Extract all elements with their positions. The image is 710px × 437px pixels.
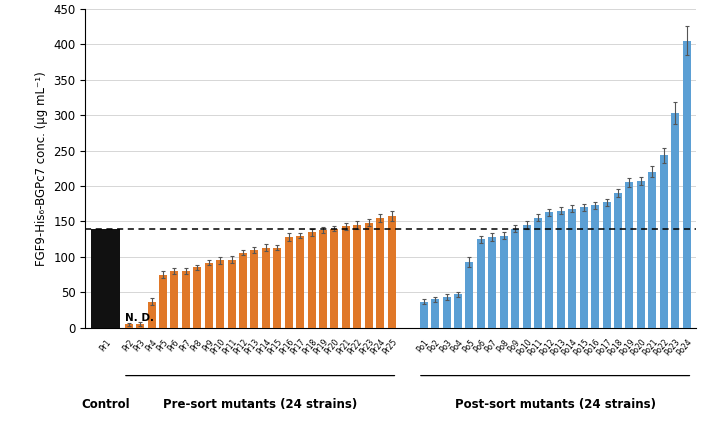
Bar bbox=[511, 229, 519, 328]
Bar bbox=[239, 253, 247, 328]
Bar bbox=[557, 211, 565, 328]
Bar bbox=[614, 193, 622, 328]
Bar bbox=[523, 225, 530, 328]
Bar bbox=[420, 302, 427, 328]
Bar bbox=[545, 212, 553, 328]
Bar bbox=[534, 218, 542, 328]
Bar bbox=[388, 216, 395, 328]
Bar bbox=[216, 260, 224, 328]
Text: N. D.: N. D. bbox=[125, 313, 154, 323]
Bar bbox=[182, 271, 190, 328]
Bar bbox=[477, 239, 485, 328]
Bar bbox=[431, 299, 439, 328]
Bar bbox=[307, 232, 316, 328]
Bar bbox=[354, 225, 361, 328]
Y-axis label: FGF9-His₆-BGPc7 conc. (µg mL⁻¹): FGF9-His₆-BGPc7 conc. (µg mL⁻¹) bbox=[35, 71, 48, 266]
Bar bbox=[626, 182, 633, 328]
Bar bbox=[159, 274, 167, 328]
Bar bbox=[637, 181, 645, 328]
Bar bbox=[648, 172, 656, 328]
Bar bbox=[285, 237, 293, 328]
Bar bbox=[262, 248, 270, 328]
Bar bbox=[193, 267, 201, 328]
Bar bbox=[365, 223, 373, 328]
Bar bbox=[319, 230, 327, 328]
Text: Post-sort mutants (24 strains): Post-sort mutants (24 strains) bbox=[454, 398, 655, 411]
Bar bbox=[568, 208, 577, 328]
Bar bbox=[170, 271, 178, 328]
Bar bbox=[204, 263, 213, 328]
Bar bbox=[136, 324, 144, 328]
Bar bbox=[682, 41, 691, 328]
Bar bbox=[376, 218, 384, 328]
Bar bbox=[454, 295, 462, 328]
Bar bbox=[442, 297, 451, 328]
Bar bbox=[660, 156, 668, 328]
Bar bbox=[591, 205, 599, 328]
Bar bbox=[296, 236, 304, 328]
Bar bbox=[488, 237, 496, 328]
Bar bbox=[580, 207, 588, 328]
Bar bbox=[273, 248, 281, 328]
Bar bbox=[671, 113, 679, 328]
Bar bbox=[330, 229, 339, 328]
Bar bbox=[603, 202, 611, 328]
Bar bbox=[92, 229, 120, 328]
Bar bbox=[342, 226, 350, 328]
Text: Control: Control bbox=[82, 398, 130, 411]
Bar bbox=[500, 236, 508, 328]
Text: Pre-sort mutants (24 strains): Pre-sort mutants (24 strains) bbox=[163, 398, 357, 411]
Bar bbox=[228, 260, 236, 328]
Bar bbox=[251, 250, 258, 328]
Bar bbox=[148, 302, 155, 328]
Bar bbox=[125, 324, 133, 328]
Bar bbox=[465, 262, 474, 328]
